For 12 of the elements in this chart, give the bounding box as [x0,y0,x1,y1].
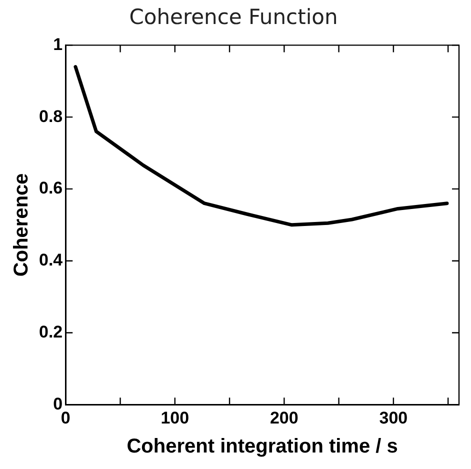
x-tick-label: 200 [270,408,298,428]
x-tick-label: 300 [379,408,408,428]
y-axis-title: Coherence [10,173,33,277]
y-tick-label: 0.6 [38,178,63,198]
y-tick-label: 1 [53,34,63,54]
chart-title: Coherence Function [129,5,338,30]
y-tick-label: 0.4 [38,250,64,270]
x-axis-title: Coherent integration time / s [126,436,398,458]
y-tick-label: 0.8 [38,106,63,126]
y-tick-label: 0.2 [38,322,63,342]
x-tick-label: 100 [160,408,190,428]
y-tick-label: 0 [53,394,63,414]
